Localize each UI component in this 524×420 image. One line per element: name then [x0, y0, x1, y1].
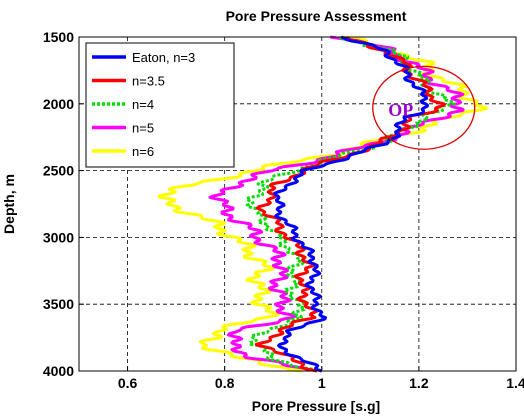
x-tick-label: 1 — [318, 375, 326, 391]
legend-label: n=5 — [132, 121, 154, 136]
axis-ticks: 0.6 0.8 1 1.2 1.4 1500 2000 2500 3000 3500 4000 — [43, 29, 524, 391]
y-tick-label: 3000 — [43, 229, 74, 245]
y-tick-label: 3500 — [43, 296, 74, 312]
legend-label: n=6 — [132, 144, 154, 159]
x-axis-title: Pore Pressure [s.g] — [252, 398, 380, 414]
plot-frame — [78, 36, 517, 372]
series-line-eaton-n-3 — [273, 35, 429, 373]
y-tick-label: 1500 — [43, 29, 74, 45]
series-line-n-5 — [208, 35, 465, 372]
x-tick-label: 0.6 — [118, 375, 138, 391]
annotation-layer: OP — [372, 65, 476, 150]
series-line-n-3-5 — [254, 35, 446, 373]
legend: Eaton, n=3 n=3.5 n=4 n=5 n=6 — [85, 42, 235, 168]
legend-label: n=4 — [132, 97, 154, 112]
y-axis-title: Depth, m — [1, 174, 17, 234]
x-tick-label: 1.4 — [506, 375, 524, 391]
legend-box — [85, 42, 235, 168]
y-tick-label: 4000 — [43, 363, 74, 379]
legend-label: n=3.5 — [132, 74, 165, 89]
y-tick-label: 2500 — [43, 163, 74, 179]
y-tick-label: 2000 — [43, 96, 74, 112]
chart-title: Pore Pressure Assessment — [226, 8, 407, 24]
x-tick-label: 1.2 — [409, 375, 429, 391]
series-layer — [157, 35, 488, 373]
op-zone-ellipse — [372, 65, 476, 150]
series-line-n-4 — [245, 36, 456, 373]
legend-label: Eaton, n=3 — [132, 50, 195, 65]
x-tick-label: 0.8 — [215, 375, 235, 391]
op-annotation-label: OP — [388, 100, 413, 120]
